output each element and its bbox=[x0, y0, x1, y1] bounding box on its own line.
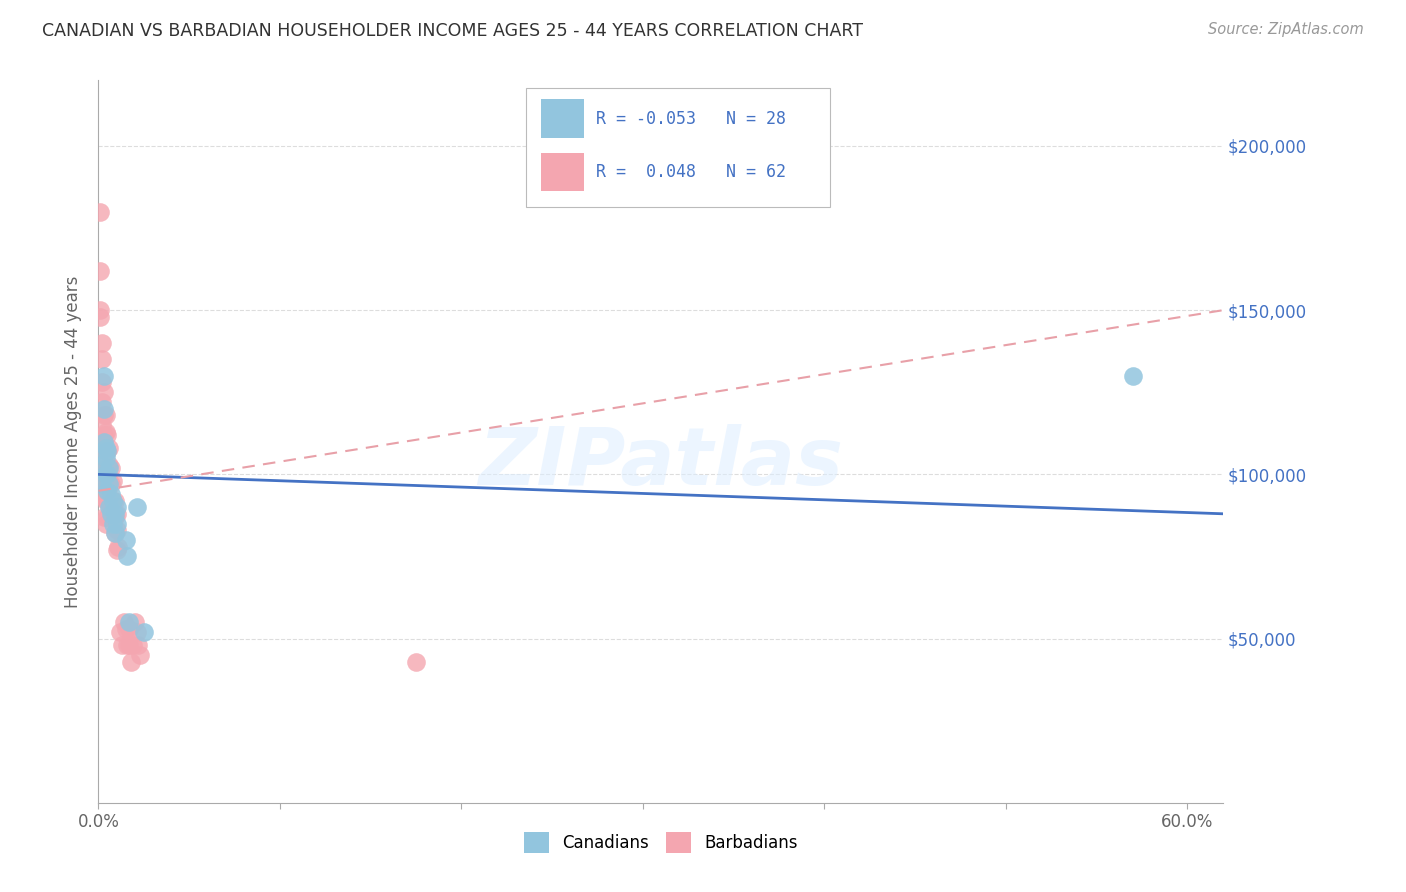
Text: ZIPatlas: ZIPatlas bbox=[478, 425, 844, 502]
Point bbox=[91, 467, 114, 482]
Point bbox=[105, 500, 128, 515]
Point bbox=[101, 510, 124, 524]
Point bbox=[94, 425, 117, 439]
Point bbox=[94, 493, 117, 508]
Point bbox=[120, 655, 142, 669]
Point bbox=[98, 458, 121, 472]
Point bbox=[112, 615, 135, 630]
Point bbox=[91, 441, 114, 455]
Point bbox=[405, 655, 427, 669]
Point bbox=[118, 622, 141, 636]
Point bbox=[93, 368, 115, 383]
Point bbox=[93, 474, 115, 488]
Point bbox=[101, 474, 124, 488]
Point bbox=[93, 428, 115, 442]
Point bbox=[98, 441, 121, 455]
Point bbox=[100, 507, 122, 521]
Point bbox=[104, 526, 127, 541]
Legend: Canadians, Barbadians: Canadians, Barbadians bbox=[517, 826, 804, 860]
Point bbox=[114, 533, 136, 547]
Point bbox=[127, 638, 149, 652]
Point bbox=[93, 458, 115, 472]
Point bbox=[96, 510, 118, 524]
Point bbox=[118, 638, 141, 652]
Point bbox=[114, 622, 136, 636]
Point bbox=[108, 625, 131, 640]
Text: Source: ZipAtlas.com: Source: ZipAtlas.com bbox=[1208, 22, 1364, 37]
Point bbox=[96, 460, 118, 475]
Point bbox=[104, 507, 127, 521]
Point bbox=[124, 615, 146, 630]
Point bbox=[105, 523, 128, 537]
Point bbox=[105, 516, 128, 531]
Point bbox=[118, 615, 141, 630]
Point bbox=[94, 444, 117, 458]
Point bbox=[93, 441, 115, 455]
Point bbox=[101, 516, 124, 531]
Point bbox=[98, 500, 121, 515]
Point bbox=[101, 493, 124, 508]
Point bbox=[107, 540, 129, 554]
Point bbox=[96, 444, 118, 458]
Point bbox=[104, 526, 127, 541]
Point bbox=[89, 310, 111, 324]
Point bbox=[94, 516, 117, 531]
Text: CANADIAN VS BARBADIAN HOUSEHOLDER INCOME AGES 25 - 44 YEARS CORRELATION CHART: CANADIAN VS BARBADIAN HOUSEHOLDER INCOME… bbox=[42, 22, 863, 40]
Point bbox=[94, 450, 117, 465]
Point bbox=[94, 441, 117, 455]
Point bbox=[117, 638, 139, 652]
Point bbox=[93, 491, 115, 505]
Point bbox=[91, 336, 114, 351]
Point bbox=[91, 477, 114, 491]
Point bbox=[96, 477, 118, 491]
Point bbox=[101, 493, 124, 508]
Point bbox=[96, 493, 118, 508]
Point bbox=[94, 467, 117, 482]
Point bbox=[89, 204, 111, 219]
Point bbox=[91, 418, 114, 433]
Point bbox=[89, 303, 111, 318]
Point bbox=[89, 264, 111, 278]
Point bbox=[105, 542, 128, 557]
Point bbox=[98, 460, 121, 475]
Point bbox=[117, 549, 139, 564]
Point bbox=[1121, 368, 1143, 383]
Point bbox=[104, 510, 127, 524]
Point bbox=[93, 409, 115, 423]
Point bbox=[98, 474, 121, 488]
Point bbox=[104, 493, 127, 508]
Point bbox=[91, 352, 114, 367]
Point bbox=[105, 507, 128, 521]
Point bbox=[94, 460, 117, 475]
Point bbox=[96, 467, 118, 482]
Point bbox=[94, 477, 117, 491]
Point bbox=[91, 376, 114, 390]
Point bbox=[100, 477, 122, 491]
Point bbox=[91, 458, 114, 472]
Point bbox=[96, 428, 118, 442]
Point bbox=[94, 409, 117, 423]
Point bbox=[98, 477, 121, 491]
Point bbox=[93, 510, 115, 524]
Point bbox=[129, 648, 152, 662]
Point bbox=[98, 493, 121, 508]
Point bbox=[122, 638, 145, 652]
Point bbox=[100, 487, 122, 501]
Point bbox=[100, 460, 122, 475]
Point bbox=[91, 395, 114, 409]
Point bbox=[125, 500, 148, 515]
Point bbox=[132, 625, 155, 640]
Point bbox=[96, 483, 118, 498]
Point bbox=[93, 434, 115, 449]
Point bbox=[93, 385, 115, 400]
Point bbox=[125, 625, 148, 640]
Point bbox=[96, 444, 118, 458]
Y-axis label: Householder Income Ages 25 - 44 years: Householder Income Ages 25 - 44 years bbox=[63, 276, 82, 607]
Point bbox=[111, 638, 134, 652]
Point bbox=[93, 401, 115, 416]
